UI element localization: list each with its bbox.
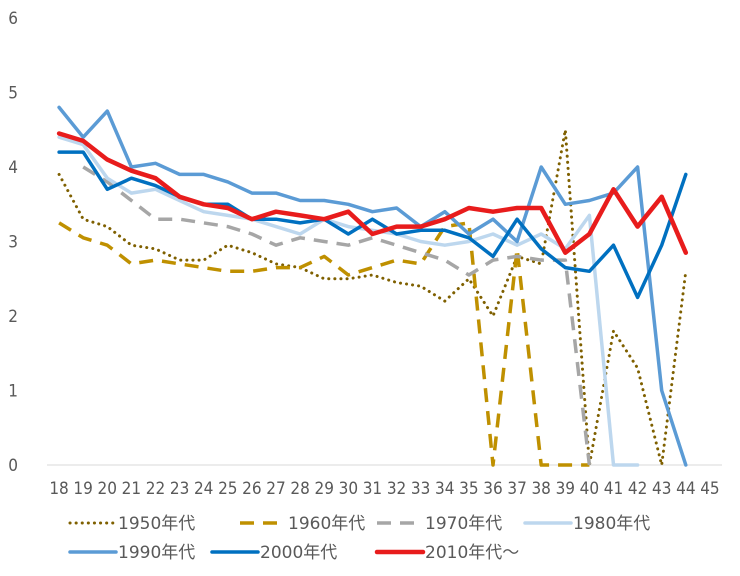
x-tick-label: 18 [49, 479, 68, 499]
series-line [56, 131, 689, 255]
x-tick-label: 33 [411, 479, 430, 499]
x-tick-label: 21 [122, 479, 141, 499]
y-tick-label: 3 [8, 233, 18, 253]
x-tick-label: 25 [218, 479, 237, 499]
x-tick-label: 43 [652, 479, 671, 499]
x-tick-label: 27 [266, 479, 285, 499]
x-tick-label: 20 [98, 479, 117, 499]
series-line [57, 105, 688, 467]
x-tick-label: 37 [507, 479, 526, 499]
y-tick-label: 5 [8, 84, 18, 104]
x-tick-label: 42 [628, 479, 647, 499]
series-line [58, 221, 590, 467]
y-tick-label: 6 [8, 9, 18, 29]
x-tick-label: 38 [531, 479, 550, 499]
x-tick-label: 44 [676, 479, 695, 499]
x-tick-label: 28 [290, 479, 309, 499]
x-tick-label: 41 [604, 479, 623, 499]
x-axis-tick-labels: 18 19 20 21 22 23 24 25 26 27 28 29 30 31 32 33 34 35 36 37… [49, 479, 719, 499]
legend-label: 2010年代～ [425, 543, 519, 563]
x-tick-label: 31 [363, 479, 382, 499]
x-tick-label: 34 [435, 479, 454, 499]
series-layer [56, 105, 689, 467]
legend-label: 1990年代 [118, 543, 195, 563]
x-tick-label: 24 [194, 479, 213, 499]
legend-label: 1980年代 [573, 514, 650, 534]
x-tick-label: 45 [700, 479, 719, 499]
x-tick-label: 30 [339, 479, 358, 499]
x-tick-label: 22 [146, 479, 165, 499]
x-tick-label: 36 [483, 479, 502, 499]
x-tick-label: 40 [580, 479, 599, 499]
x-tick-label: 19 [73, 479, 92, 499]
y-axis-tick-labels: 0 1 2 3 4 5 6 [8, 9, 18, 476]
legend-label: 1960年代 [288, 514, 365, 534]
y-tick-label: 2 [8, 307, 18, 327]
x-tick-label: 32 [387, 479, 406, 499]
legend-label: 1970年代 [425, 514, 502, 534]
x-tick-label: 26 [242, 479, 261, 499]
y-tick-label: 0 [8, 456, 18, 476]
series-line [57, 150, 688, 300]
y-tick-label: 1 [8, 382, 18, 402]
y-tick-label: 4 [8, 158, 18, 178]
x-tick-label: 29 [314, 479, 333, 499]
x-tick-label: 39 [556, 479, 575, 499]
series-line [82, 165, 592, 466]
legend-label: 2000年代 [260, 543, 337, 563]
series-line [57, 128, 688, 467]
series-line [57, 135, 640, 467]
legend-label: 1950年代 [118, 514, 195, 534]
legend: 1950年代 1960年代 1970年代 1980年代 1990年代 2000年代 2010… [68, 514, 650, 563]
x-tick-label: 35 [459, 479, 478, 499]
x-tick-label: 23 [170, 479, 189, 499]
